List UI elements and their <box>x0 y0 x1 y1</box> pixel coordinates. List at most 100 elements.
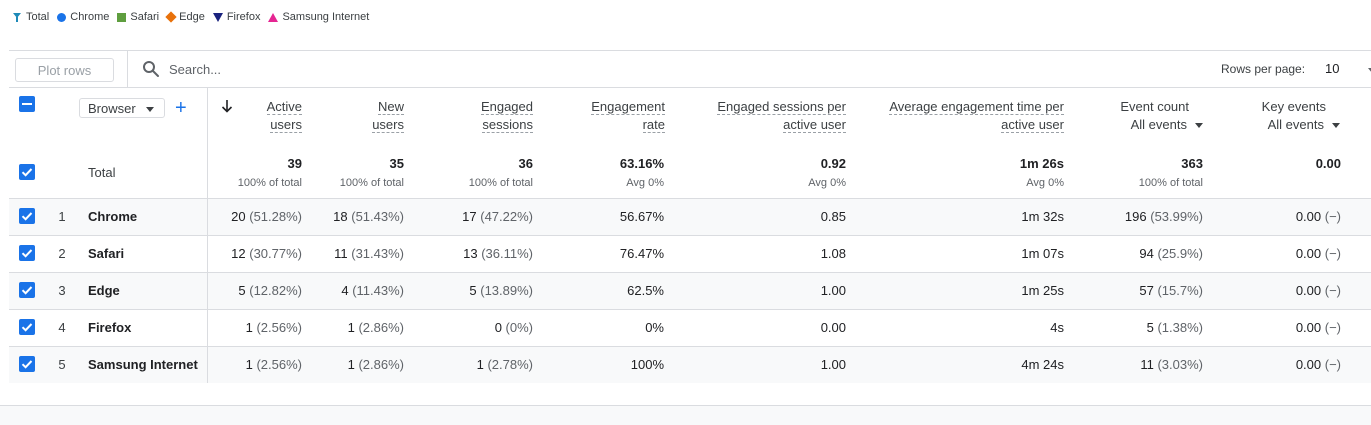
cell-value: 4 <box>341 283 349 298</box>
legend-item-total[interactable]: Total <box>12 11 49 23</box>
chevron-down-icon <box>1195 123 1203 129</box>
sort-descending-icon[interactable] <box>221 99 233 113</box>
cell-value: 12 <box>231 246 246 261</box>
total-subtext: 100% of total <box>1138 177 1203 189</box>
plot-rows-button[interactable]: Plot rows <box>15 58 114 82</box>
cell-percent: (2.86%) <box>358 320 404 335</box>
dimension-select[interactable]: Browser <box>79 98 165 118</box>
total-event-count: 363 <box>1181 156 1203 171</box>
total-avg-engagement-time: 1m 26s <box>1019 156 1064 171</box>
cell-engaged-sessions-per-user: 1.00 <box>686 283 846 298</box>
cell-percent: (2.86%) <box>358 357 404 372</box>
total-key-events: 0.00 <box>1315 156 1341 171</box>
row-divider <box>9 272 1371 273</box>
cell-value: 18 <box>333 209 348 224</box>
column-header-key-events[interactable]: Key events All events <box>1232 98 1340 134</box>
triangle-up-marker-icon <box>268 12 279 22</box>
cell-value: 1 <box>347 357 355 372</box>
cell-percent: (−) <box>1324 283 1341 298</box>
cell-percent: (1.38%) <box>1157 320 1203 335</box>
total-pin-icon <box>12 12 22 22</box>
cell-engaged-sessions-per-user: 1.00 <box>686 357 846 372</box>
checkmark-icon <box>21 286 33 295</box>
cell-event-count: 196 (53.99%) <box>1043 209 1203 224</box>
row-browser-name: Firefox <box>88 320 132 335</box>
row-background <box>9 272 1371 309</box>
legend-item-chrome[interactable]: Chrome <box>57 11 109 23</box>
search-icon <box>143 61 159 77</box>
row-divider <box>9 235 1371 236</box>
row-checkbox[interactable] <box>19 208 35 224</box>
cell-value: 1 <box>476 357 484 372</box>
event-count-filter-select[interactable]: All events <box>1095 116 1203 134</box>
legend-item-firefox[interactable]: Firefox <box>212 11 261 23</box>
legend-label: Total <box>26 11 50 23</box>
cell-percent: (−) <box>1324 357 1341 372</box>
cell-avg-engagement-time: 1m 25s <box>904 283 1064 298</box>
cell-value: 5 <box>469 283 477 298</box>
cell-percent: (2.56%) <box>256 320 302 335</box>
column-header-avg-engagement-time[interactable]: Average engagement time per active user <box>889 99 1064 133</box>
chevron-down-icon[interactable] <box>1368 68 1371 73</box>
table-toolbar: Plot rows Rows per page: 10 <box>9 50 1371 88</box>
rows-per-page-select[interactable]: 10 <box>1325 61 1340 76</box>
row-checkbox[interactable] <box>19 356 35 372</box>
column-header-new-users[interactable]: New users <box>372 99 404 133</box>
legend-item-samsung-internet[interactable]: Samsung Internet <box>268 11 369 23</box>
cell-value: 13 <box>463 246 478 261</box>
cell-percent: (12.82%) <box>249 283 302 298</box>
cell-value: 0.00 <box>1295 320 1322 335</box>
add-dimension-icon[interactable]: + <box>175 97 187 119</box>
column-header-engaged-sessions[interactable]: Engaged sessions <box>480 99 533 133</box>
column-header-engaged-sessions-per-user[interactable]: Engaged sessions per active user <box>717 99 846 133</box>
total-engaged-sessions: 36 <box>518 156 533 171</box>
diamond-marker-icon <box>165 11 177 23</box>
row-checkbox[interactable] <box>19 245 35 261</box>
column-header-active-users[interactable]: Active users <box>266 99 302 133</box>
column-header-engagement-rate[interactable]: Engagement rate <box>591 99 665 133</box>
key-events-filter-select[interactable]: All events <box>1232 116 1340 134</box>
dimension-column-divider <box>207 87 208 383</box>
legend-item-edge[interactable]: Edge <box>165 11 205 23</box>
cell-event-count: 94 (25.9%) <box>1043 246 1203 261</box>
cell-percent: (36.11%) <box>481 246 533 261</box>
cell-percent: (31.43%) <box>351 246 404 261</box>
row-browser-name: Chrome <box>88 209 138 224</box>
total-row-checkbox[interactable] <box>19 164 35 180</box>
cell-percent: (47.22%) <box>480 209 533 224</box>
cell-value: 0.85 <box>820 209 846 224</box>
chart-legend: Total Chrome Safari Edge Firefox Samsung… <box>12 11 377 23</box>
checkmark-icon <box>21 212 33 221</box>
cell-new-users: 4 (11.43%) <box>244 283 404 298</box>
legend-label: Firefox <box>226 11 261 23</box>
legend-item-safari[interactable]: Safari <box>117 11 159 23</box>
search-input[interactable] <box>169 59 569 79</box>
cell-percent: (30.77%) <box>249 246 302 261</box>
checkmark-icon <box>21 360 33 369</box>
cell-percent: (25.9%) <box>1157 246 1203 261</box>
cell-percent: (53.99%) <box>1150 209 1203 224</box>
select-all-checkbox[interactable] <box>19 96 35 112</box>
total-subtext: Avg 0% <box>1026 177 1064 189</box>
cell-engaged-sessions: 13 (36.11%) <box>373 246 533 261</box>
cell-value: 0% <box>645 320 664 335</box>
legend-label: Samsung Internet <box>282 11 370 23</box>
cell-engagement-rate: 0% <box>504 320 664 335</box>
cell-value: 1.00 <box>820 357 846 372</box>
cell-active-users: 5 (12.82%) <box>142 283 302 298</box>
row-rank: 5 <box>58 357 66 372</box>
total-engaged-sessions-per-user: 0.92 <box>820 156 846 171</box>
cell-engaged-sessions: 17 (47.22%) <box>373 209 533 224</box>
row-checkbox[interactable] <box>19 282 35 298</box>
cell-value: 1.00 <box>820 283 846 298</box>
total-active-users: 39 <box>287 156 302 171</box>
row-checkbox[interactable] <box>19 319 35 335</box>
cell-percent: (15.7%) <box>1157 283 1203 298</box>
table-footer <box>0 405 1371 425</box>
total-engagement-rate: 63.16% <box>619 156 664 171</box>
cell-avg-engagement-time: 1m 07s <box>904 246 1064 261</box>
cell-percent: (3.03%) <box>1157 357 1203 372</box>
cell-value: 94 <box>1139 246 1154 261</box>
column-header-event-count[interactable]: Event count All events <box>1095 98 1203 134</box>
triangle-down-marker-icon <box>212 12 223 22</box>
